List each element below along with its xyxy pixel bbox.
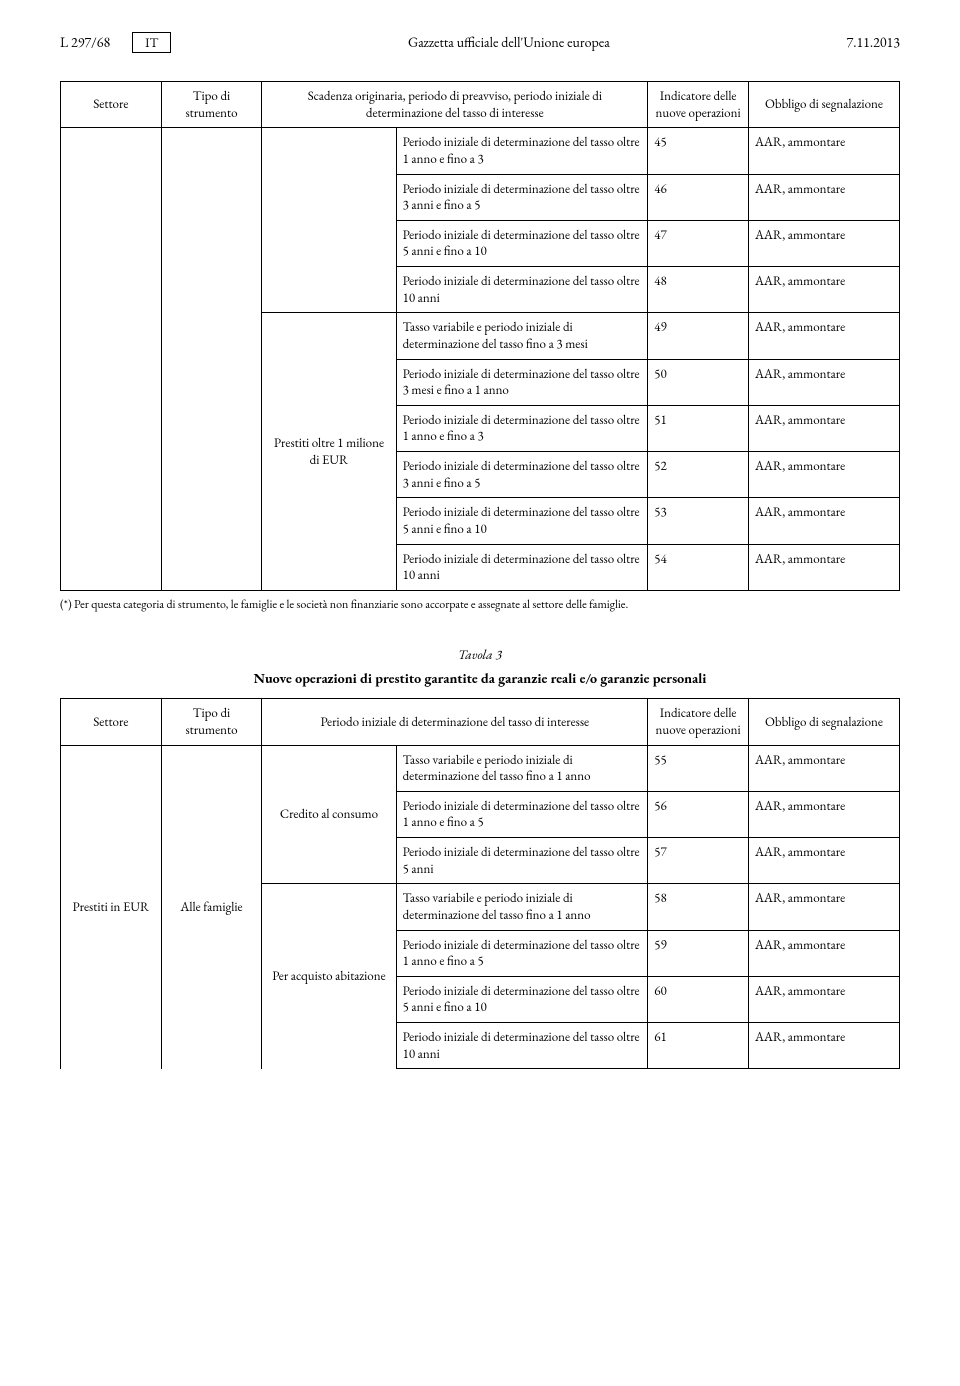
table-2: Settore Tipo di strumento Periodo inizia… xyxy=(60,698,900,1069)
footnote: (*) Per questa categoria di strumento, l… xyxy=(60,597,900,613)
th-tipo: Tipo di strumento xyxy=(161,82,262,128)
cell-ind: 61 xyxy=(648,1023,749,1069)
lang-code: IT xyxy=(132,32,171,53)
cell-ind: 60 xyxy=(648,976,749,1022)
cell-obb: AAR, ammontare xyxy=(748,405,899,451)
cell-obb: AAR, ammontare xyxy=(748,174,899,220)
page-ref: L 297/68 xyxy=(60,34,110,52)
cell-desc: Periodo iniziale di determinazione del t… xyxy=(396,838,648,884)
cell-ind: 50 xyxy=(648,359,749,405)
cell-obb: AAR, ammontare xyxy=(748,745,899,791)
cell-obb: AAR, ammontare xyxy=(748,267,899,313)
cell-desc: Periodo iniziale di determinazione del t… xyxy=(396,544,648,590)
cell-ind: 58 xyxy=(648,884,749,930)
cell-desc: Tasso variabile e periodo iniziale di de… xyxy=(396,884,648,930)
th-obbligo: Obbligo di segnalazione xyxy=(748,82,899,128)
cell-ind: 47 xyxy=(648,220,749,266)
cell-ind: 46 xyxy=(648,174,749,220)
cell-type2: Per acquisto abitazione xyxy=(262,884,396,1069)
cell-col2: Alle famiglie xyxy=(161,745,262,1069)
cell-desc: Tasso variabile e periodo iniziale di de… xyxy=(396,745,648,791)
cell-tipo: Prestiti oltre 1 milione di EUR xyxy=(262,313,396,591)
cell-ind: 45 xyxy=(648,128,749,174)
cell-ind: 56 xyxy=(648,791,749,837)
cell-ind: 54 xyxy=(648,544,749,590)
cell-obb: AAR, ammontare xyxy=(748,498,899,544)
cell-obb: AAR, ammontare xyxy=(748,452,899,498)
cell-desc: Periodo iniziale di determinazione del t… xyxy=(396,452,648,498)
th-scadenza: Periodo iniziale di determinazione del t… xyxy=(262,699,648,745)
cell-desc: Periodo iniziale di determinazione del t… xyxy=(396,405,648,451)
cell-obb: AAR, ammontare xyxy=(748,220,899,266)
cell-desc: Periodo iniziale di determinazione del t… xyxy=(396,220,648,266)
table-row: Prestiti in EUR Alle famiglie Credito al… xyxy=(61,745,900,791)
cell-desc: Periodo iniziale di determinazione del t… xyxy=(396,1023,648,1069)
cell-ind: 48 xyxy=(648,267,749,313)
cell-desc: Periodo iniziale di determinazione del t… xyxy=(396,791,648,837)
th-indicatore: Indicatore delle nuove operazioni xyxy=(648,82,749,128)
cell-desc: Periodo iniziale di determinazione del t… xyxy=(396,128,648,174)
cell-ind: 51 xyxy=(648,405,749,451)
cell-desc: Tasso variabile e periodo iniziale di de… xyxy=(396,313,648,359)
cell-desc: Periodo iniziale di determinazione del t… xyxy=(396,359,648,405)
cell-col1: Prestiti in EUR xyxy=(61,745,162,1069)
journal-title: Gazzetta ufficiale dell'Unione europea xyxy=(171,34,846,52)
cell-obb: AAR, ammontare xyxy=(748,128,899,174)
cell-obb: AAR, ammontare xyxy=(748,884,899,930)
cell-ind: 59 xyxy=(648,930,749,976)
th-scadenza: Scadenza originaria, periodo di preavvis… xyxy=(262,82,648,128)
cell-desc: Periodo iniziale di determinazione del t… xyxy=(396,976,648,1022)
cell-obb: AAR, ammontare xyxy=(748,976,899,1022)
th-tipo: Tipo di strumento xyxy=(161,699,262,745)
cell-obb: AAR, ammontare xyxy=(748,838,899,884)
page-header: L 297/68 IT Gazzetta ufficiale dell'Unio… xyxy=(60,32,900,53)
cell-ind: 49 xyxy=(648,313,749,359)
cell-obb: AAR, ammontare xyxy=(748,1023,899,1069)
table-number: Tavola 3 xyxy=(60,646,900,664)
cell-ind: 53 xyxy=(648,498,749,544)
table-1: Settore Tipo di strumento Scadenza origi… xyxy=(60,81,900,591)
table-row: Periodo iniziale di determinazione del t… xyxy=(61,128,900,174)
table-header-row: Settore Tipo di strumento Scadenza origi… xyxy=(61,82,900,128)
table-header-row: Settore Tipo di strumento Periodo inizia… xyxy=(61,699,900,745)
th-settore: Settore xyxy=(61,82,162,128)
cell-type1: Credito al consumo xyxy=(262,745,396,884)
cell-obb: AAR, ammontare xyxy=(748,930,899,976)
th-settore: Settore xyxy=(61,699,162,745)
cell-desc: Periodo iniziale di determinazione del t… xyxy=(396,498,648,544)
cell-obb: AAR, ammontare xyxy=(748,313,899,359)
cell-ind: 55 xyxy=(648,745,749,791)
cell-obb: AAR, ammontare xyxy=(748,791,899,837)
cell-desc: Periodo iniziale di determinazione del t… xyxy=(396,930,648,976)
header-date: 7.11.2013 xyxy=(847,34,900,52)
th-indicatore: Indicatore delle nuove operazioni xyxy=(648,699,749,745)
cell-ind: 57 xyxy=(648,838,749,884)
th-obbligo: Obbligo di segnalazione xyxy=(748,699,899,745)
table-title: Nuove operazioni di prestito garantite d… xyxy=(60,670,900,688)
cell-ind: 52 xyxy=(648,452,749,498)
cell-obb: AAR, ammontare xyxy=(748,359,899,405)
cell-obb: AAR, ammontare xyxy=(748,544,899,590)
cell-desc: Periodo iniziale di determinazione del t… xyxy=(396,174,648,220)
cell-desc: Periodo iniziale di determinazione del t… xyxy=(396,267,648,313)
